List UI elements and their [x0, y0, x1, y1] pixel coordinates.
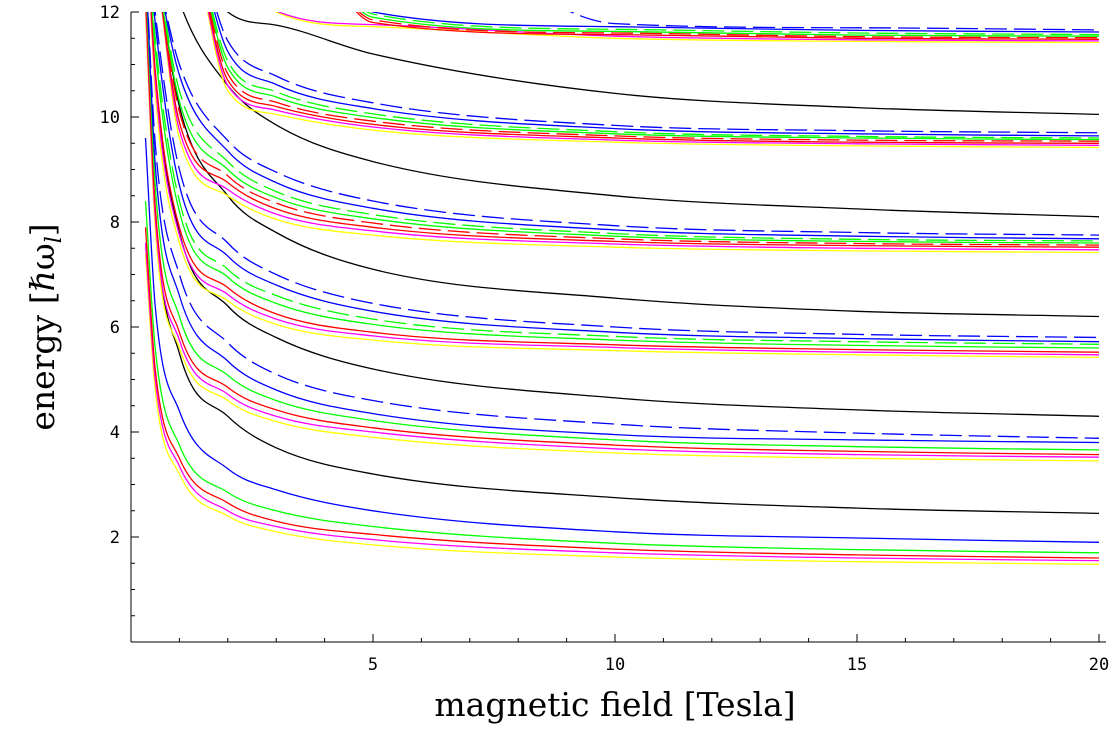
series-line-14 — [149, 12, 1100, 359]
series-line-42 — [355, 12, 1100, 40]
y-axis-title-sub: l — [42, 236, 67, 243]
series-line-20 — [154, 12, 1100, 339]
series-line-5 — [144, 137, 1100, 543]
series-line-17 — [151, 12, 1100, 349]
series-line-16 — [150, 12, 1100, 353]
x-tick-label: 5 — [368, 655, 378, 675]
series-line-21 — [162, 12, 1100, 318]
y-axis-title-main: energy [ℏω — [23, 243, 62, 430]
series-line-13 — [150, 12, 1100, 417]
series-line-8 — [145, 12, 1100, 458]
series-line-19 — [153, 12, 1100, 343]
series-layer — [144, 12, 1100, 565]
series-line-9 — [145, 12, 1100, 456]
series-line-24 — [161, 12, 1100, 248]
series-line-23 — [161, 12, 1100, 251]
series-line-27 — [163, 12, 1100, 242]
y-tick-label: 2 — [110, 528, 120, 548]
series-line-47 — [569, 12, 1100, 31]
series-line-6 — [145, 12, 1100, 515]
series-line-2 — [144, 242, 1100, 562]
series-line-39 — [226, 12, 1100, 116]
y-tick-label: 4 — [110, 423, 120, 443]
y-tick-label: 8 — [110, 213, 120, 233]
series-line-30 — [182, 12, 1100, 218]
x-axis-title: magnetic field [Tesla] — [434, 685, 795, 724]
series-line-44 — [361, 12, 1100, 37]
series-line-26 — [162, 12, 1100, 244]
series-line-28 — [164, 12, 1100, 240]
y-tick-label: 12 — [100, 3, 120, 23]
series-line-38 — [216, 12, 1100, 134]
series-line-22 — [161, 12, 1100, 254]
series-line-25 — [162, 12, 1100, 246]
y-tick-label: 6 — [110, 318, 120, 338]
x-tick-label: 15 — [847, 655, 867, 675]
series-line-34 — [209, 12, 1100, 142]
x-tick-label: 10 — [605, 655, 625, 675]
series-line-15 — [150, 12, 1100, 356]
x-tick-label: 20 — [1089, 655, 1109, 675]
series-line-11 — [147, 12, 1100, 444]
series-line-1 — [144, 253, 1100, 565]
series-line-43 — [358, 12, 1100, 39]
series-line-12 — [147, 12, 1100, 439]
series-line-4 — [144, 200, 1100, 554]
series-line-33 — [208, 12, 1100, 144]
series-line-37 — [213, 12, 1100, 137]
series-line-40 — [275, 12, 1100, 44]
series-line-36 — [211, 12, 1100, 139]
series-line-18 — [152, 12, 1100, 345]
axes — [130, 11, 1106, 643]
series-line-10 — [146, 12, 1100, 451]
y-axis-title-close: ] — [23, 223, 62, 236]
y-tick-label: 10 — [100, 108, 120, 128]
tick-labels: 5 10 15 20 2 4 6 8 10 12 — [100, 3, 1110, 675]
series-line-41 — [277, 12, 1100, 42]
series-line-32 — [207, 12, 1100, 146]
series-line-7 — [144, 12, 1100, 462]
y-axis-title: energy [ℏωl] — [23, 223, 67, 430]
series-line-3 — [144, 227, 1100, 559]
series-line-29 — [165, 12, 1100, 236]
series-line-31 — [207, 12, 1100, 149]
series-line-46 — [371, 12, 1100, 33]
series-line-35 — [210, 12, 1100, 141]
series-line-45 — [365, 12, 1100, 36]
